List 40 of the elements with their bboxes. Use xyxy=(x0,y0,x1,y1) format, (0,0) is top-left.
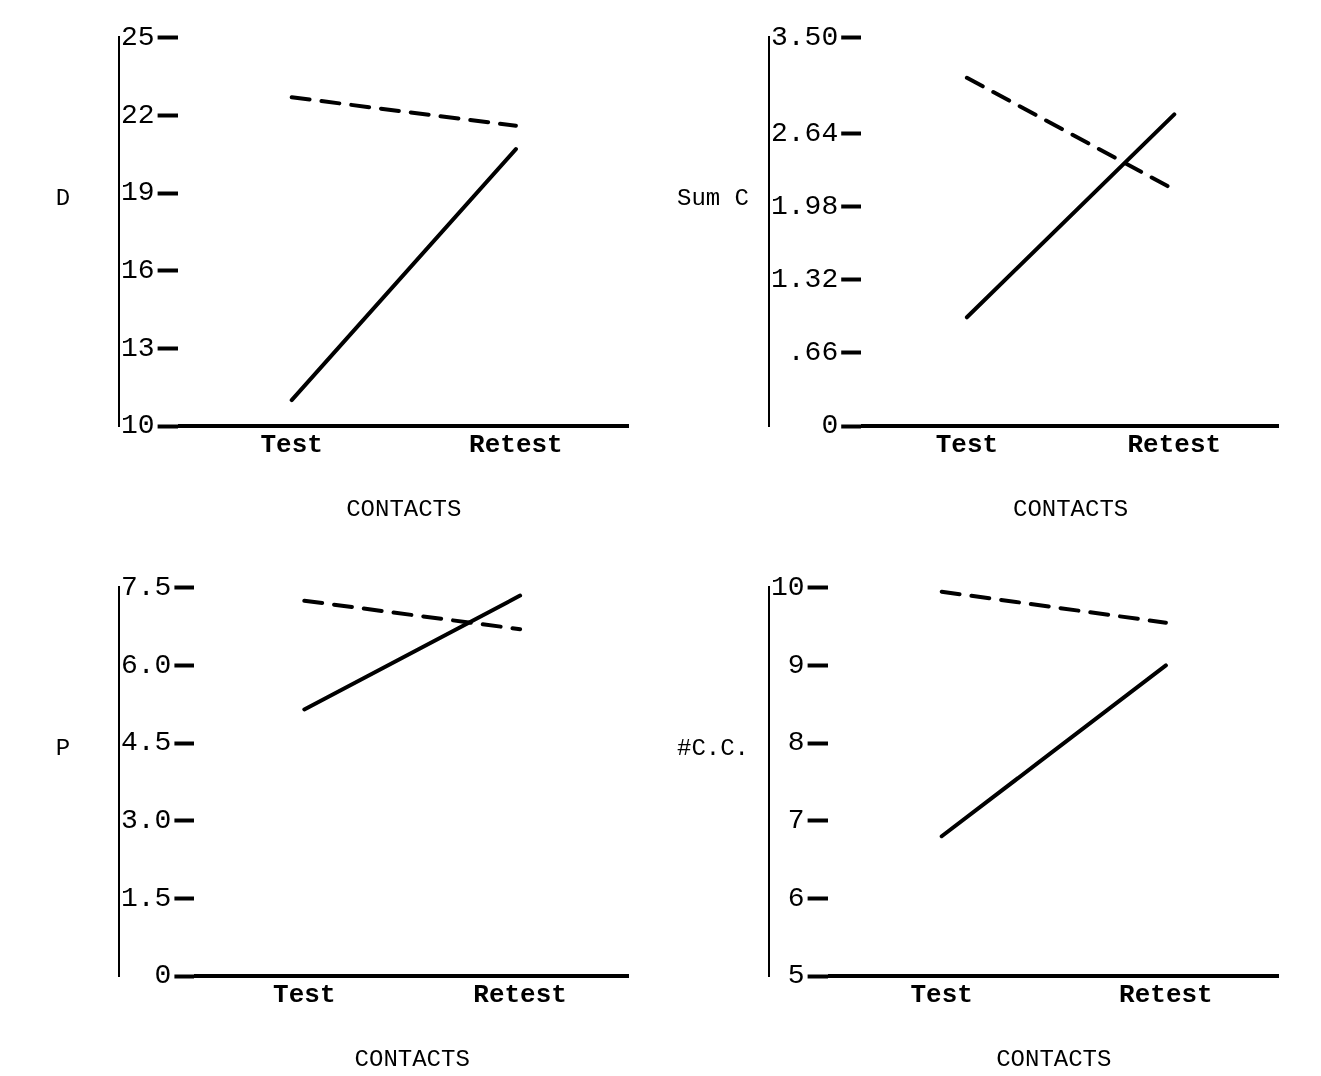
y-axis-title: #C.C. xyxy=(676,734,750,762)
y-tick-label: 10 xyxy=(121,410,155,442)
x-tick-label: Test xyxy=(273,980,336,1011)
y-tick-label: 4.5 xyxy=(120,727,172,759)
y-tick-label: 3.50 xyxy=(770,22,839,54)
x-tick-label: Test xyxy=(935,430,999,461)
y-axis-title: D xyxy=(54,184,72,212)
x-tick-label: Test xyxy=(260,430,323,461)
y-tick-label: 10 xyxy=(771,572,805,604)
x-axis-title: CONTACTS xyxy=(354,1045,470,1073)
x-tick-label: Test xyxy=(910,980,973,1011)
y-tick-label: 0 xyxy=(821,410,839,442)
x-tick-label: Retest xyxy=(469,430,563,461)
y-tick-label: 6 xyxy=(787,882,805,914)
y-tick-label: 1.32 xyxy=(770,264,839,295)
x-tick-label: Retest xyxy=(473,980,567,1011)
y-tick-label: 5 xyxy=(787,960,805,992)
y-tick-label: 19 xyxy=(121,177,155,209)
y-tick-label: 7 xyxy=(787,805,805,837)
x-axis-title: CONTACTS xyxy=(1013,495,1129,523)
y-tick-label: 8 xyxy=(787,727,805,759)
y-tick-label: 13 xyxy=(121,332,155,364)
y-axis-title: Sum C xyxy=(676,184,750,212)
x-tick-label: Retest xyxy=(1119,980,1213,1011)
y-axis-title: P xyxy=(54,734,72,762)
y-tick-label: 22 xyxy=(121,99,155,131)
x-axis-title: CONTACTS xyxy=(996,1045,1112,1073)
y-tick-label: 7.5 xyxy=(120,572,172,604)
y-tick-label: 25 xyxy=(121,22,155,54)
y-tick-label: 0 xyxy=(154,960,172,992)
x-axis-title: CONTACTS xyxy=(346,495,462,523)
y-tick-label: .66 xyxy=(787,337,839,369)
y-tick-label: 9 xyxy=(787,649,805,681)
x-tick-label: Retest xyxy=(1127,430,1222,461)
y-tick-label: 6.0 xyxy=(120,649,172,681)
y-tick-label: 3.0 xyxy=(120,805,172,837)
y-tick-label: 1.98 xyxy=(770,190,839,222)
y-tick-label: 2.64 xyxy=(770,117,839,149)
y-tick-label: 16 xyxy=(121,255,155,287)
y-tick-label: 1.5 xyxy=(120,882,172,914)
